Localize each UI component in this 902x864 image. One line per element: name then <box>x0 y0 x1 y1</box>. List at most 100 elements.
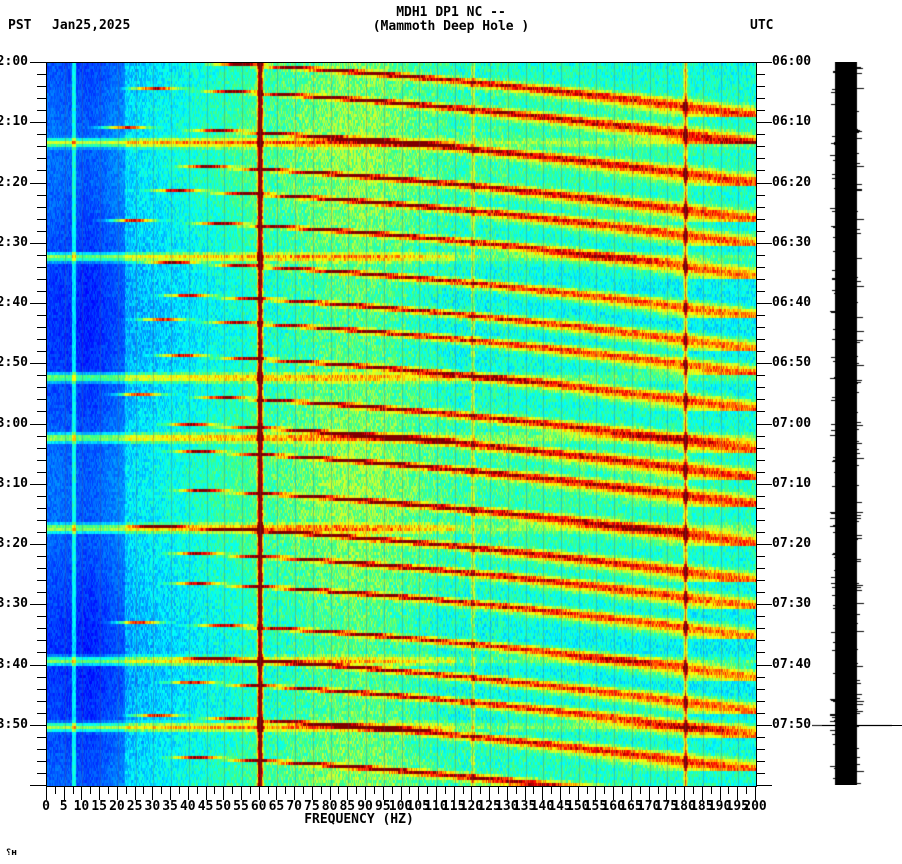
x-axis-tick-label: 145 <box>548 799 572 814</box>
x-tick-minor <box>480 786 481 794</box>
x-axis-tick-label: 10 <box>73 799 90 814</box>
x-axis-tick-label: 160 <box>601 799 625 814</box>
x-tick-minor <box>321 786 322 794</box>
y-tick-major <box>756 183 772 184</box>
x-tick-major <box>595 786 596 800</box>
y-tick-minor <box>37 86 46 87</box>
x-tick-minor <box>356 786 357 794</box>
trace-time-marker-left <box>822 725 882 726</box>
y-tick-minor <box>756 508 765 509</box>
x-tick-major <box>330 786 331 800</box>
x-tick-major <box>578 786 579 800</box>
y-tick-minor <box>756 110 765 111</box>
amplitude-trace-canvas <box>812 62 892 785</box>
y-axis-right-tick-label: 07:10 <box>772 476 812 491</box>
y-tick-minor <box>37 134 46 135</box>
y-tick-minor <box>756 86 765 87</box>
y-tick-major <box>30 363 46 364</box>
x-axis-tick-label: 80 <box>321 799 338 814</box>
y-tick-minor <box>756 411 765 412</box>
x-axis-tick-label: 90 <box>357 799 373 814</box>
y-tick-major <box>756 785 772 786</box>
x-tick-minor <box>711 786 712 794</box>
station-title: MDH1 DP1 NC -- <box>396 5 506 20</box>
y-tick-minor <box>37 592 46 593</box>
y-axis-right-tick-label: 06:40 <box>772 295 812 310</box>
y-tick-minor <box>37 158 46 159</box>
x-axis-tick-label: 105 <box>406 799 430 814</box>
x-axis-tick-label: 185 <box>690 799 714 814</box>
y-axis-left-tick-label: 23:30 <box>0 596 28 611</box>
x-tick-major <box>206 786 207 800</box>
x-tick-minor <box>675 786 676 794</box>
x-axis-tick-label: 45 <box>197 799 214 814</box>
y-tick-minor <box>756 701 765 702</box>
x-axis-tick-label: 65 <box>268 799 285 814</box>
x-tick-major <box>241 786 242 800</box>
x-axis-tick-label: 165 <box>619 799 643 814</box>
y-tick-minor <box>37 773 46 774</box>
y-tick-minor <box>756 170 765 171</box>
y-tick-minor <box>37 411 46 412</box>
x-axis-tick-label: 200 <box>743 799 767 814</box>
y-tick-minor <box>756 556 765 557</box>
x-axis-tick-label: 55 <box>233 799 249 814</box>
x-axis-tick-label: 20 <box>109 799 125 814</box>
y-tick-minor <box>37 616 46 617</box>
y-tick-minor <box>37 628 46 629</box>
y-axis-left-tick-label: 22:30 <box>0 235 28 250</box>
y-tick-minor <box>37 327 46 328</box>
x-tick-major <box>365 786 366 800</box>
y-tick-minor <box>756 592 765 593</box>
x-tick-minor <box>143 786 144 794</box>
x-tick-minor <box>197 786 198 794</box>
y-tick-minor <box>37 74 46 75</box>
x-tick-major <box>525 786 526 800</box>
y-tick-major <box>30 604 46 605</box>
x-tick-minor <box>392 786 393 794</box>
y-tick-minor <box>756 436 765 437</box>
y-tick-minor <box>37 207 46 208</box>
y-axis-right-tick-label: 07:00 <box>772 416 812 431</box>
y-axis-right-ticks <box>756 62 772 787</box>
y-tick-minor <box>756 532 765 533</box>
y-tick-major <box>30 665 46 666</box>
y-tick-minor <box>756 158 765 159</box>
y-tick-major <box>30 424 46 425</box>
y-tick-minor <box>37 556 46 557</box>
x-axis-title: FREQUENCY (HZ) <box>0 812 902 827</box>
y-tick-minor <box>37 170 46 171</box>
x-axis-tick-label: 130 <box>495 799 519 814</box>
x-tick-minor <box>498 786 499 794</box>
y-tick-minor <box>37 279 46 280</box>
x-tick-minor <box>179 786 180 794</box>
x-axis-tick-label: 30 <box>144 799 161 814</box>
x-tick-minor <box>622 786 623 794</box>
x-tick-major <box>135 786 136 800</box>
x-tick-minor <box>55 786 56 794</box>
y-tick-minor <box>37 315 46 316</box>
y-tick-major <box>756 303 772 304</box>
y-tick-minor <box>756 713 765 714</box>
y-tick-minor <box>756 460 765 461</box>
y-tick-major <box>756 544 772 545</box>
x-tick-minor <box>551 786 552 794</box>
x-axis-tick-label: 60 <box>250 799 267 814</box>
timezone-label-left: PST <box>8 18 32 33</box>
y-axis-left-tick-label: 23:50 <box>0 717 28 732</box>
y-tick-minor <box>37 195 46 196</box>
y-tick-major <box>756 604 772 605</box>
x-tick-minor <box>604 786 605 794</box>
x-axis-tick-label: 135 <box>512 799 537 814</box>
x-tick-major <box>737 786 738 800</box>
y-axis-right-tick-label: 07:30 <box>772 596 812 611</box>
y-tick-minor <box>756 267 765 268</box>
spectrogram-plot[interactable] <box>46 62 757 787</box>
x-axis-tick-label: 195 <box>725 799 750 814</box>
y-tick-minor <box>756 773 765 774</box>
x-tick-major <box>702 786 703 800</box>
x-axis-tick-label: 5 <box>59 799 68 814</box>
x-tick-minor <box>427 786 428 794</box>
station-subtitle: (Mammoth Deep Hole ) <box>372 19 530 34</box>
x-axis-tick-label: 95 <box>374 799 391 814</box>
